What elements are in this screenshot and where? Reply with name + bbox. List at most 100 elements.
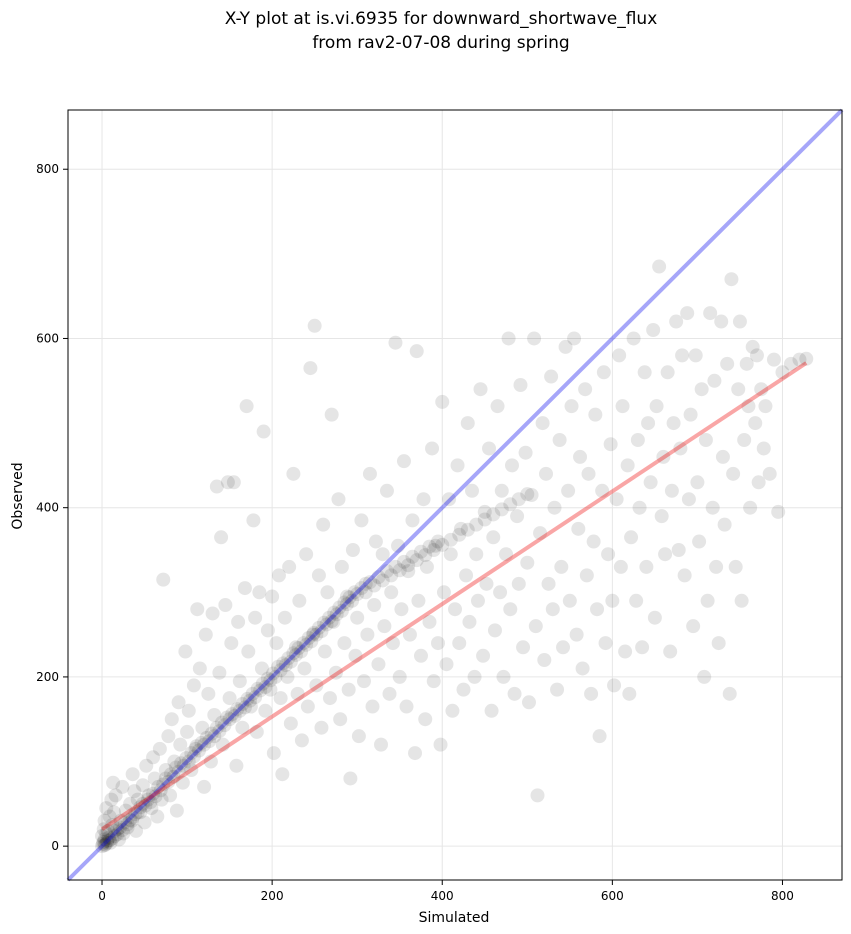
scatter-point — [147, 771, 162, 786]
scatter-point — [135, 778, 150, 793]
scatter-point — [343, 771, 358, 786]
scatter-point — [413, 648, 428, 663]
scatter-point — [334, 559, 349, 574]
scatter-point — [212, 665, 227, 680]
scatter-point — [120, 820, 135, 835]
scatter-point — [507, 686, 522, 701]
scatter-point — [664, 483, 679, 498]
scatter-point — [680, 306, 695, 321]
scatter-point — [547, 500, 562, 515]
scatter-point — [95, 829, 110, 843]
scatter-point — [99, 801, 114, 816]
scatter-point — [101, 830, 116, 845]
x-tick-label: 0 — [98, 889, 106, 903]
scatter-point — [99, 826, 114, 841]
scatter-point — [217, 718, 232, 733]
scatter-point — [130, 792, 145, 807]
x-axis-ticks: 0 200 400 600 800 — [98, 880, 794, 903]
scatter-point — [128, 807, 143, 821]
scatter-point — [222, 691, 237, 706]
scatter-point — [503, 602, 518, 617]
scatter-point — [486, 530, 501, 545]
scatter-point — [469, 517, 484, 532]
scatter-point — [731, 382, 746, 397]
y-tick-label: 400 — [36, 501, 59, 515]
scatter-point — [268, 669, 283, 684]
scatter-point — [161, 729, 176, 744]
scatter-point — [192, 661, 207, 676]
scatter-point — [484, 703, 499, 718]
scatter-point — [154, 792, 169, 807]
reference-lines — [66, 108, 844, 882]
scatter-point — [607, 678, 622, 693]
scatter-point — [396, 454, 411, 469]
scatter-point — [409, 344, 424, 359]
scatter-point — [590, 602, 605, 617]
scatter-point — [613, 559, 628, 574]
scatter-point — [124, 813, 139, 828]
scatter-point — [248, 690, 263, 705]
scatter-point — [428, 538, 443, 553]
scatter-point — [95, 839, 110, 854]
scatter-point — [711, 636, 726, 651]
scatter-point — [391, 538, 406, 553]
scatter-point — [652, 259, 667, 274]
scatter-point — [273, 663, 288, 678]
scatter-point — [195, 720, 210, 735]
scatter-point — [739, 356, 754, 371]
scatter-point — [141, 788, 156, 803]
one-to-one-line — [66, 108, 844, 882]
scatter-point — [669, 314, 684, 329]
scatter-point — [329, 607, 344, 622]
scatter-point — [265, 589, 280, 604]
scatter-point — [690, 475, 705, 490]
scatter-point — [129, 823, 144, 838]
scatter-point — [392, 669, 407, 684]
scatter-point — [100, 835, 115, 850]
scatter-point — [442, 492, 457, 507]
scatter-point — [138, 798, 153, 813]
scatter-point — [113, 813, 128, 828]
scatter-point — [150, 809, 165, 824]
scatter-point — [245, 686, 260, 701]
scatter-point — [384, 568, 399, 583]
scatter-point — [697, 669, 712, 684]
scatter-point — [688, 348, 703, 363]
scatter-point — [127, 784, 142, 799]
scatter-point — [494, 483, 509, 498]
scatter-point — [624, 530, 639, 545]
scatter-point — [100, 834, 115, 849]
scatter-point — [513, 378, 528, 392]
scatter-point — [382, 686, 397, 701]
scatter-point — [620, 458, 635, 473]
scatter-point — [179, 751, 194, 766]
scatter-point — [422, 539, 437, 554]
scatter-point — [430, 636, 445, 651]
scatter-point — [354, 513, 369, 528]
scatter-point — [146, 786, 161, 801]
scatter-point — [215, 737, 230, 752]
scatter-point — [416, 492, 431, 507]
scatter-point — [317, 644, 332, 659]
scatter-point — [578, 382, 593, 397]
scatter-point — [166, 769, 181, 784]
scatter-point — [332, 600, 347, 615]
scatter-point — [783, 356, 798, 371]
scatter-point — [510, 509, 525, 524]
scatter-point — [116, 826, 131, 841]
scatter-point — [535, 416, 550, 431]
scatter-point — [575, 661, 590, 676]
y-tick-label: 200 — [36, 670, 59, 684]
scatter-point — [152, 741, 167, 756]
scatter-point — [584, 686, 599, 701]
scatter-point — [108, 788, 123, 803]
scatter-point — [756, 441, 771, 456]
scatter-point — [286, 646, 301, 661]
scatter-point — [709, 559, 724, 574]
scatter-point — [275, 767, 290, 782]
scatter-point — [249, 724, 264, 739]
scatter-point — [309, 678, 324, 693]
scatter-point — [304, 634, 319, 649]
scatter-point — [203, 754, 218, 769]
scatter-point — [243, 693, 258, 708]
